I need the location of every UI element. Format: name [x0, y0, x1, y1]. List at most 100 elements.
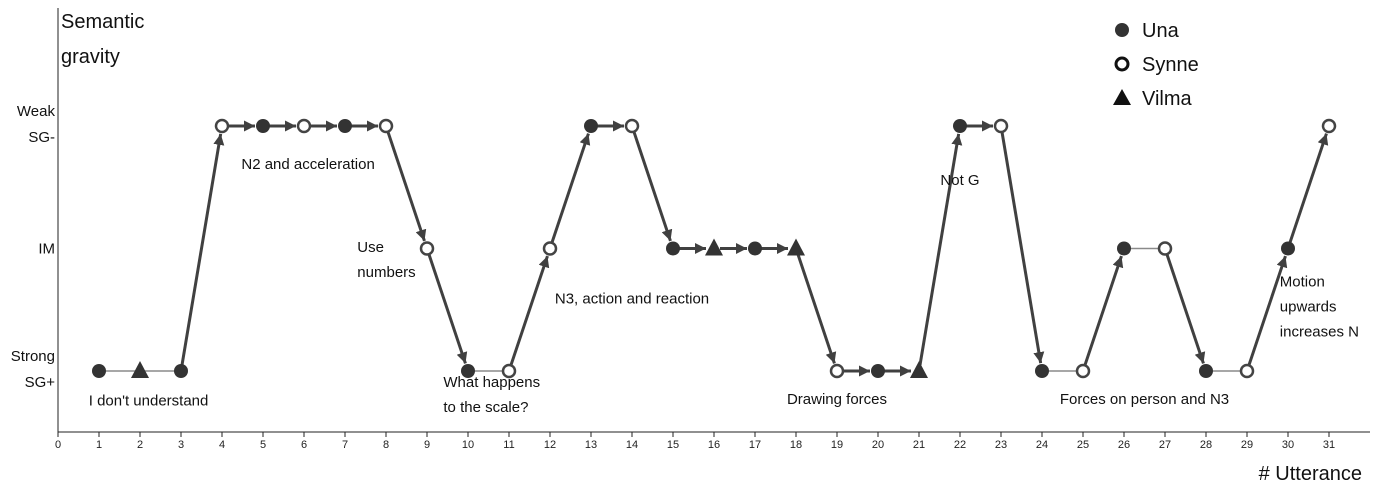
x-tick-label: 15 — [667, 439, 679, 451]
marker-una — [748, 241, 762, 256]
marker-synne — [419, 241, 435, 256]
y-axis-title-line-1: Semantic — [61, 11, 144, 33]
legend-label-vilma: Vilma — [1142, 88, 1193, 110]
x-tick-label: 8 — [383, 439, 389, 451]
series-arrow — [1083, 255, 1124, 366]
marker-vilma — [705, 238, 723, 256]
series-arrow — [550, 133, 591, 244]
x-tick-label: 21 — [913, 439, 925, 451]
marker-synne — [501, 363, 517, 379]
annotation-text: N3, action and reaction — [555, 291, 709, 308]
annotation-text: upwards — [1280, 298, 1337, 315]
annotation-text: increases N — [1280, 323, 1359, 340]
annotation-text: Motion — [1280, 273, 1325, 290]
legend: Una Synne Vilma — [1113, 20, 1199, 110]
marker-una — [871, 364, 885, 378]
marker-vilma — [910, 361, 928, 378]
annotation-text: Forces on person and N3 — [1060, 391, 1229, 408]
series-arrow — [427, 253, 468, 364]
series-arrow — [509, 255, 550, 366]
x-tick-label: 26 — [1118, 439, 1130, 451]
marker-vilma — [131, 361, 149, 378]
x-tick-label: 13 — [585, 439, 597, 451]
x-tick-label: 9 — [424, 439, 430, 451]
x-tick-label: 7 — [342, 439, 348, 451]
series-arrow — [386, 131, 427, 242]
x-tick-label: 28 — [1200, 439, 1212, 451]
x-tick-label: 14 — [626, 439, 638, 451]
series-arrow — [180, 133, 225, 366]
marker-synne — [829, 363, 845, 379]
x-tick-label: 19 — [831, 439, 843, 451]
x-tick-label: 10 — [462, 439, 474, 451]
annotation-text: N2 and acceleration — [241, 156, 374, 173]
marker-synne — [1239, 363, 1255, 379]
marker-una — [953, 119, 967, 133]
series-arrow — [918, 133, 963, 366]
marker-una — [174, 364, 188, 378]
x-tick-label: 30 — [1282, 439, 1294, 451]
y-level-label: SG+ — [25, 374, 56, 391]
x-tick-label: 23 — [995, 439, 1007, 451]
series-segments — [99, 120, 1329, 377]
series-markers — [92, 118, 1337, 379]
marker-synne — [296, 118, 312, 134]
x-tick-label: 24 — [1036, 439, 1048, 451]
marker-una — [1117, 241, 1131, 256]
annotation-text: to the scale? — [443, 399, 528, 416]
marker-una — [1035, 364, 1049, 378]
marker-vilma — [787, 238, 805, 256]
marker-una — [92, 364, 106, 378]
marker-una — [338, 119, 352, 133]
x-tick-label: 1 — [96, 439, 102, 451]
marker-una — [1199, 364, 1213, 378]
x-tick-label: 20 — [872, 439, 884, 451]
marker-synne — [1075, 363, 1091, 379]
x-tick-label: 16 — [708, 439, 720, 451]
x-tick-label: 4 — [219, 439, 225, 451]
x-tick-label: 25 — [1077, 439, 1089, 451]
x-tick-label: 27 — [1159, 439, 1171, 451]
series-arrow — [1247, 255, 1288, 366]
chart-annotations: N2 and acceleration Use numbers I don't und… — [89, 156, 1359, 416]
x-tick-label: 3 — [178, 439, 184, 451]
annotation-text: numbers — [357, 264, 415, 281]
x-tick-label: 0 — [55, 439, 61, 451]
marker-synne — [624, 118, 640, 134]
x-axis-ticks: 0 1 2 3 4 5 6 7 8 9 10 11 12 13 14 15 16 17 18 19 20 21 22 23 24… — [55, 432, 1335, 451]
series-arrow — [632, 131, 673, 242]
marker-synne — [1157, 241, 1173, 256]
annotation-text: What happens — [443, 374, 540, 391]
x-tick-label: 12 — [544, 439, 556, 451]
annotation-text: Use — [357, 239, 384, 256]
series-arrow — [1165, 253, 1206, 364]
legend-marker-una — [1115, 23, 1129, 37]
x-tick-label: 5 — [260, 439, 266, 451]
x-tick-label: 18 — [790, 439, 802, 451]
marker-una — [666, 241, 680, 256]
y-axis-level-labels: Weak SG- IM Strong SG+ — [11, 103, 56, 391]
series-arrow — [1288, 133, 1329, 244]
annotation-text: Drawing forces — [787, 391, 887, 408]
y-level-label: SG- — [28, 129, 55, 146]
series-arrow — [796, 253, 837, 364]
marker-synne — [993, 118, 1009, 134]
x-tick-label: 29 — [1241, 439, 1253, 451]
x-tick-label: 22 — [954, 439, 966, 451]
marker-una — [461, 364, 475, 378]
annotation-text: I don't understand — [89, 392, 209, 409]
legend-label-synne: Synne — [1142, 54, 1199, 76]
x-tick-label: 11 — [503, 439, 514, 451]
y-level-label: Weak — [17, 103, 56, 120]
legend-label-una: Una — [1142, 20, 1180, 42]
x-tick-label: 2 — [137, 439, 143, 451]
marker-una — [256, 119, 270, 133]
annotation-text: Not G — [940, 172, 979, 189]
marker-synne — [378, 118, 394, 134]
marker-una — [1281, 241, 1295, 256]
y-axis-title-line-2: gravity — [61, 46, 120, 68]
x-tick-label: 31 — [1323, 439, 1335, 451]
y-level-label: IM — [38, 241, 55, 258]
series-arrow — [1000, 131, 1045, 364]
marker-una — [584, 119, 598, 133]
